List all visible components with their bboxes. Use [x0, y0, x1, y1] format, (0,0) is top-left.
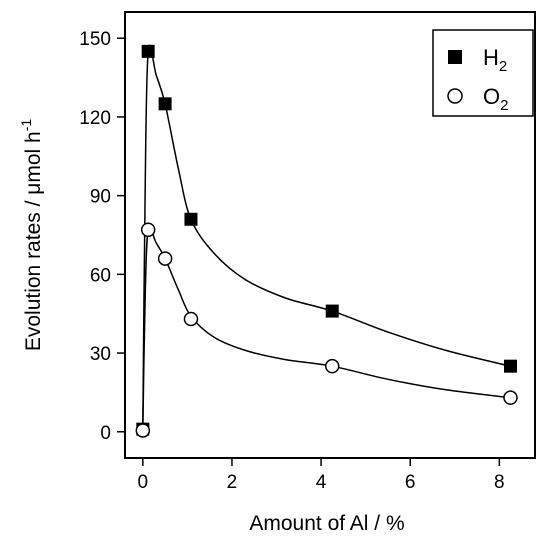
data-point-o2 [140, 222, 156, 238]
fit-curve-o2 [142, 226, 511, 431]
y-tick-label: 30 [90, 344, 111, 365]
y-axis-title-main: Evolution rates / μmol h [22, 131, 45, 351]
y-axis-title: Evolution rates / μmol h-1 [18, 119, 45, 352]
x-tick-label: 6 [405, 472, 416, 493]
x-axis-title: Amount of Al / % [249, 512, 404, 535]
data-point-o2 [157, 251, 173, 266]
x-tick-label: 4 [316, 472, 327, 493]
data-point-h2 [503, 359, 517, 373]
data-point-o2 [324, 358, 340, 374]
data-point-h2 [158, 97, 172, 111]
data-point-o2 [135, 423, 151, 438]
y-axis-title-superscript: -1 [18, 119, 34, 132]
data-point-o2 [503, 390, 518, 405]
data-point-h2 [184, 212, 198, 226]
data-markers [135, 44, 518, 438]
axis-ticks: 0 2 4 6 8 0 30 60 90 120 150 [79, 29, 504, 493]
plot-frame [124, 11, 536, 459]
x-tick-label: 0 [138, 472, 149, 493]
x-tick-label: 2 [227, 472, 238, 493]
legend-label-h2: H2 [483, 45, 507, 75]
y-tick-label: 120 [79, 108, 111, 129]
data-point-o2 [183, 311, 199, 327]
legend-box [432, 29, 534, 117]
data-point-h2 [325, 304, 339, 318]
data-point-h2 [141, 44, 155, 58]
legend-label-o2: O2 [483, 84, 508, 114]
legend-marker-o2 [447, 88, 463, 104]
y-tick-label: 60 [90, 265, 111, 286]
x-tick-label: 8 [494, 472, 505, 493]
y-tick-label: 150 [79, 29, 111, 50]
legend-marker-h2 [448, 50, 462, 64]
legend: H2 O2 [432, 29, 534, 117]
y-tick-label: 0 [100, 423, 111, 444]
y-tick-label: 90 [90, 187, 111, 208]
